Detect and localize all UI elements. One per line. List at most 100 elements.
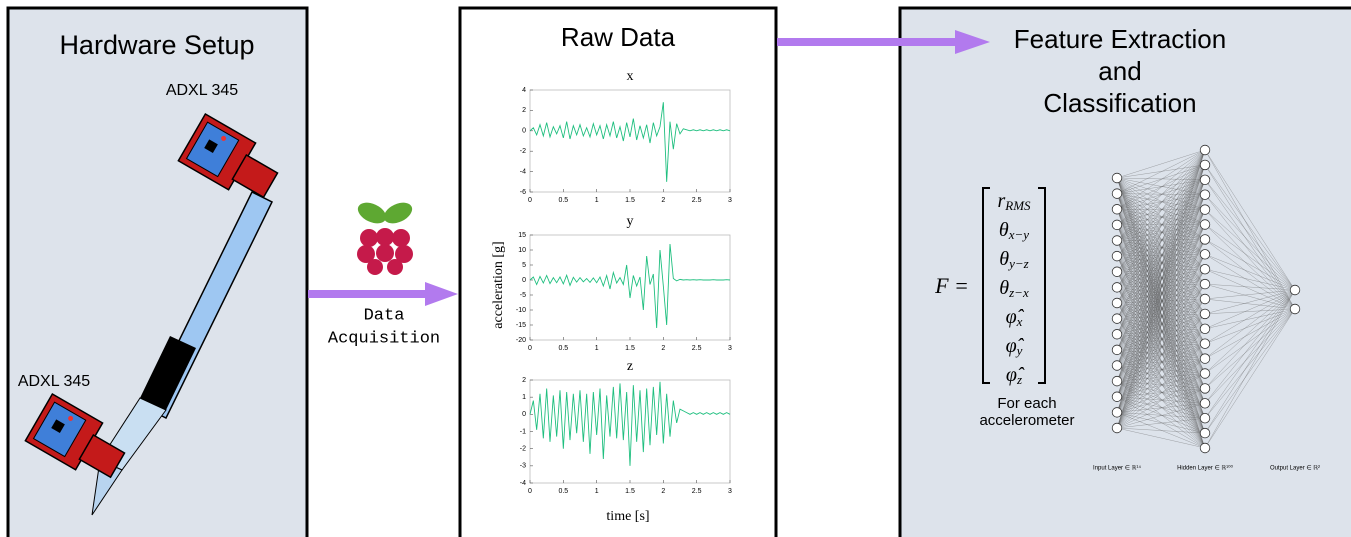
neuron [1111, 407, 1123, 418]
connection [1204, 308, 1296, 434]
neuron [1111, 235, 1123, 246]
neuron [1199, 308, 1211, 320]
connection [1116, 240, 1206, 389]
connection [1116, 283, 1206, 335]
connection [1116, 343, 1206, 429]
connection [1116, 349, 1206, 389]
feature-subscript: x−y [1008, 227, 1030, 242]
plot-title: z [627, 359, 633, 374]
plot-title: y [627, 214, 634, 229]
connection [1116, 302, 1206, 419]
neuron [1199, 278, 1211, 290]
x-tick-label: 2 [661, 345, 665, 352]
connection [1116, 298, 1206, 429]
connection [1116, 224, 1206, 315]
connection [1116, 334, 1206, 374]
y-tick-label: 10 [518, 247, 526, 254]
connection [1204, 289, 1296, 449]
panel-title: Raw Data [561, 22, 676, 52]
connection [1116, 349, 1206, 404]
feature-symbol: θ [999, 219, 1009, 241]
connection [1116, 179, 1206, 429]
connection [1116, 328, 1206, 397]
connection [1116, 224, 1206, 329]
connection [1116, 287, 1206, 419]
feature-subscript: z−x [1008, 285, 1029, 300]
x-tick-label: 3 [728, 197, 732, 204]
neuron [1111, 313, 1123, 324]
connection [1116, 209, 1206, 429]
layer-label: Input Layer ∈ ℝ¹⁴ [1093, 465, 1141, 472]
connection [1116, 269, 1206, 366]
connection [1116, 254, 1206, 429]
connection [1116, 298, 1206, 335]
connection [1116, 224, 1206, 359]
connection [1116, 164, 1206, 272]
y-tick-label: -3 [520, 463, 526, 470]
connection [1116, 240, 1206, 270]
connection [1204, 289, 1296, 419]
connection [1116, 343, 1206, 397]
connection [1116, 179, 1206, 272]
neuron [1199, 144, 1211, 156]
panel-hardware [6, 6, 309, 537]
connection [1116, 209, 1206, 359]
connection [1116, 302, 1206, 434]
connection [1116, 224, 1206, 257]
neural-network: Input Layer ∈ ℝ¹⁴ Hidden Layer ∈ ℝ¹⁰⁰ Outp… [1093, 144, 1320, 472]
connection [1116, 149, 1206, 288]
connection [1116, 164, 1206, 179]
layer-label: Hidden Layer ∈ ℝ¹⁰⁰ [1177, 465, 1233, 472]
connection [1204, 283, 1296, 291]
sensor-label: ADXL 345 [166, 82, 238, 99]
arrow-head [425, 282, 458, 306]
x-tick-label: 1.5 [625, 345, 635, 352]
connection [1116, 177, 1206, 240]
x-tick-label: 2 [661, 488, 665, 495]
neuron [1199, 323, 1211, 335]
connection [1116, 358, 1206, 397]
connection [1116, 177, 1206, 300]
connection [1116, 254, 1206, 350]
connection [1116, 302, 1206, 449]
y-tick-label: -1 [520, 428, 526, 435]
connection [1116, 193, 1206, 225]
connection [1116, 269, 1206, 304]
feature: rRMS [997, 190, 1031, 213]
connection [1116, 349, 1206, 359]
connection [1116, 149, 1206, 304]
plot-title: x [627, 69, 634, 84]
connection [1116, 302, 1206, 404]
neuron [1111, 204, 1123, 215]
connection [1116, 177, 1206, 285]
connection [1204, 289, 1296, 300]
feature-symbol: θ [999, 277, 1009, 299]
connection [1116, 177, 1206, 359]
connection [1116, 318, 1206, 404]
connection [1116, 271, 1206, 315]
neuron [1289, 284, 1301, 296]
connection [1204, 308, 1296, 329]
connection [1116, 269, 1206, 382]
neuron [1111, 344, 1123, 356]
connection [1116, 358, 1206, 382]
connection [1204, 308, 1296, 315]
connection [1204, 254, 1296, 291]
connection [1116, 388, 1206, 397]
connection [1116, 164, 1206, 210]
connection [1116, 365, 1206, 449]
connection [1204, 289, 1296, 329]
x-tick-label: 1 [595, 197, 599, 204]
connection [1116, 255, 1206, 329]
connection [1116, 358, 1206, 366]
connection [1116, 313, 1206, 382]
connection [1116, 283, 1206, 351]
connection [1116, 313, 1206, 335]
connection [1116, 224, 1206, 404]
neuron [1199, 368, 1211, 379]
formula-lhs: F = [934, 273, 969, 298]
connection [1116, 209, 1206, 285]
neuron [1111, 172, 1123, 184]
connection [1116, 149, 1206, 226]
connection [1116, 255, 1206, 285]
